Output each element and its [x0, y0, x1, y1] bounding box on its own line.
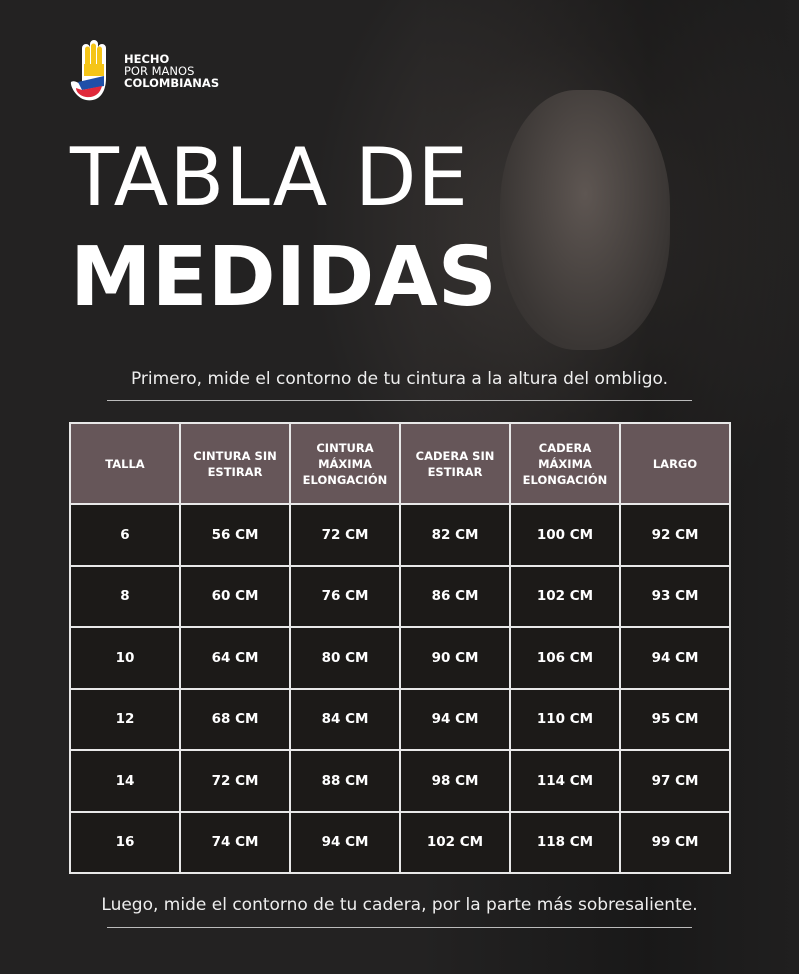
- column-header: CADERA SIN ESTIRAR: [399, 422, 511, 505]
- table-cell: 56 CM: [179, 503, 291, 567]
- table-cell: 8: [69, 564, 181, 628]
- column-header: CADERA MÁXIMA ELONGACIÓN: [509, 422, 621, 505]
- table-cell: 102 CM: [509, 564, 621, 628]
- title-line2: MEDIDAS: [70, 230, 497, 325]
- table-cell: 80 CM: [289, 626, 401, 690]
- table-header-row: TALLA CINTURA SIN ESTIRAR CINTURA MÁXIMA E…: [69, 422, 731, 505]
- table-cell: 84 CM: [289, 687, 401, 751]
- logo-line3: COLOMBIANAS: [124, 76, 220, 90]
- table-cell: 92 CM: [619, 503, 731, 567]
- table-cell: 90 CM: [399, 626, 511, 690]
- table-cell: 110 CM: [509, 687, 621, 751]
- table-row: 10 64 CM 80 CM 90 CM 106 CM 94 CM: [69, 626, 731, 690]
- note-top: Primero, mide el contorno de tu cintura …: [130, 369, 669, 389]
- table-cell: 98 CM: [399, 749, 511, 813]
- hand-flag-icon: [70, 40, 106, 101]
- table-cell: 16: [69, 810, 181, 874]
- table-cell: 114 CM: [509, 749, 621, 813]
- table-cell: 86 CM: [399, 564, 511, 628]
- table-row: 8 60 CM 76 CM 86 CM 102 CM 93 CM: [69, 564, 731, 628]
- divider: [107, 400, 692, 401]
- table-cell: 94 CM: [399, 687, 511, 751]
- table-cell: 100 CM: [509, 503, 621, 567]
- table-cell: 12: [69, 687, 181, 751]
- table-cell: 97 CM: [619, 749, 731, 813]
- table-cell: 76 CM: [289, 564, 401, 628]
- table-cell: 14: [69, 749, 181, 813]
- table-row: 12 68 CM 84 CM 94 CM 110 CM 95 CM: [69, 687, 731, 751]
- table-cell: 64 CM: [179, 626, 291, 690]
- table-cell: 72 CM: [289, 503, 401, 567]
- column-header: CINTURA MÁXIMA ELONGACIÓN: [289, 422, 401, 505]
- table-cell: 82 CM: [399, 503, 511, 567]
- table-cell: 94 CM: [619, 626, 731, 690]
- table-cell: 106 CM: [509, 626, 621, 690]
- divider: [107, 927, 692, 928]
- table-cell: 74 CM: [179, 810, 291, 874]
- table-cell: 72 CM: [179, 749, 291, 813]
- table-cell: 118 CM: [509, 810, 621, 874]
- column-header: TALLA: [69, 422, 181, 505]
- note-bottom: Luego, mide el contorno de tu cadera, po…: [101, 895, 698, 915]
- table-cell: 93 CM: [619, 564, 731, 628]
- table-row: 6 56 CM 72 CM 82 CM 100 CM 92 CM: [69, 503, 731, 567]
- logo-line1: HECHO: [124, 52, 170, 66]
- table-cell: 88 CM: [289, 749, 401, 813]
- table-cell: 6: [69, 503, 181, 567]
- model-face: [500, 90, 670, 350]
- title-line1: TABLA DE: [70, 131, 469, 224]
- table-cell: 10: [69, 626, 181, 690]
- column-header: LARGO: [619, 422, 731, 505]
- logo: HECHO POR MANOS COLOMBIANAS: [68, 38, 219, 104]
- column-header: CINTURA SIN ESTIRAR: [179, 422, 291, 505]
- table-cell: 102 CM: [399, 810, 511, 874]
- table-row: 16 74 CM 94 CM 102 CM 118 CM 99 CM: [69, 810, 731, 874]
- logo-line2: POR MANOS: [124, 64, 195, 78]
- table-cell: 60 CM: [179, 564, 291, 628]
- table-row: 14 72 CM 88 CM 98 CM 114 CM 97 CM: [69, 749, 731, 813]
- table-cell: 99 CM: [619, 810, 731, 874]
- size-table: TALLA CINTURA SIN ESTIRAR CINTURA MÁXIMA E…: [69, 422, 731, 874]
- table-cell: 68 CM: [179, 687, 291, 751]
- table-cell: 95 CM: [619, 687, 731, 751]
- table-cell: 94 CM: [289, 810, 401, 874]
